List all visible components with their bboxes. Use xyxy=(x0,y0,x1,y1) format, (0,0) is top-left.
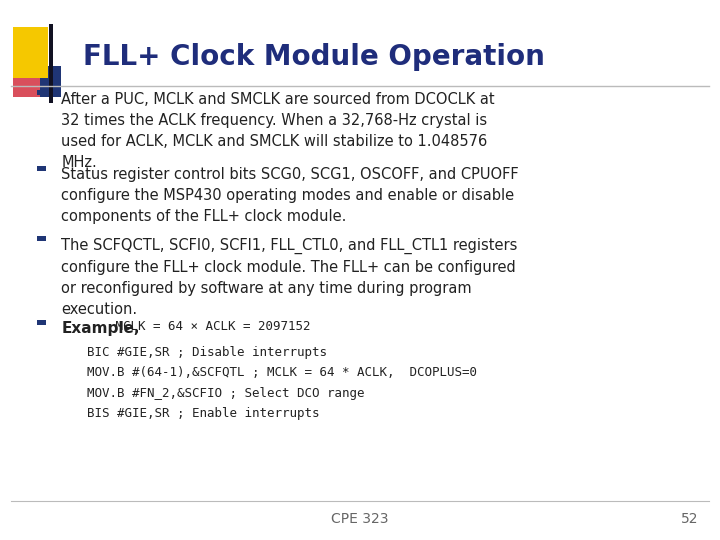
Text: After a PUC, MCLK and SMCLK are sourced from DCOCLK at
32 times the ACLK frequen: After a PUC, MCLK and SMCLK are sourced … xyxy=(61,92,495,170)
Text: The SCFQCTL, SCFI0, SCFI1, FLL_CTL0, and FLL_CTL1 registers
configure the FLL+ c: The SCFQCTL, SCFI0, SCFI1, FLL_CTL0, and… xyxy=(61,238,518,317)
Text: MOV.B #FN_2,&SCFIO ; Select DCO range: MOV.B #FN_2,&SCFIO ; Select DCO range xyxy=(72,387,364,400)
Text: MOV.B #(64-1),&SCFQTL ; MCLK = 64 * ACLK,  DCOPLUS=0: MOV.B #(64-1),&SCFQTL ; MCLK = 64 * ACLK… xyxy=(72,366,477,379)
Text: Status register control bits SCG0, SCG1, OSCOFF, and CPUOFF
configure the MSP430: Status register control bits SCG0, SCG1,… xyxy=(61,167,519,225)
Text: BIC #GIE,SR ; Disable interrupts: BIC #GIE,SR ; Disable interrupts xyxy=(72,346,327,359)
Text: BIS #GIE,SR ; Enable interrupts: BIS #GIE,SR ; Enable interrupts xyxy=(72,407,320,420)
Text: CPE 323: CPE 323 xyxy=(331,512,389,526)
Text: MCLK = 64 × ACLK = 2097152: MCLK = 64 × ACLK = 2097152 xyxy=(108,320,310,333)
Text: Example,: Example, xyxy=(61,321,140,336)
Text: FLL+ Clock Module Operation: FLL+ Clock Module Operation xyxy=(83,43,544,71)
Text: 52: 52 xyxy=(681,512,698,526)
